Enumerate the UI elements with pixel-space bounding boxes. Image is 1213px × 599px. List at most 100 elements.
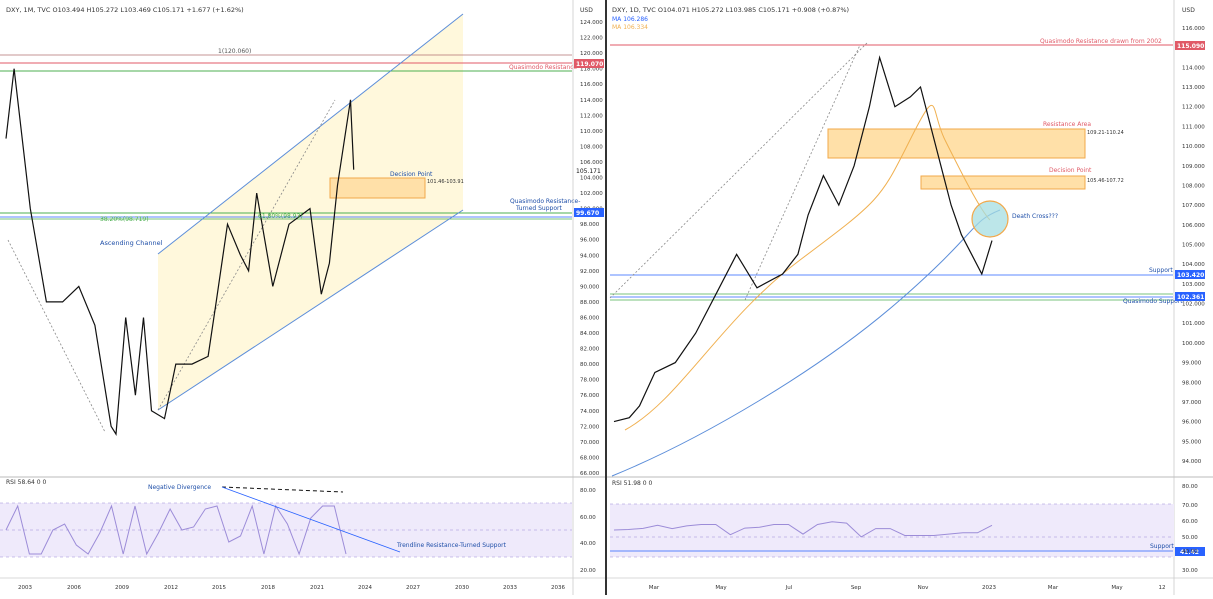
right-price-tick: 105.000 [1182, 243, 1205, 249]
right-decision-range-label: 105.46-107.72 [1087, 178, 1124, 184]
right-price-tick: 108.000 [1182, 183, 1205, 189]
left-price-tick: 120.000 [580, 51, 603, 57]
right-price-tick: 103.000 [1182, 282, 1205, 288]
right-rsi-badge-bg [1175, 547, 1205, 556]
dxy-daily-price-line [613, 55, 993, 423]
right-rsi-support-badge: 41.42 [1180, 549, 1199, 556]
left-rsi-tick: 80.00 [580, 488, 596, 494]
left-time-tick: 2018 [261, 585, 275, 591]
right-badge-qm-support-bg [1175, 292, 1205, 301]
left-price-tick: 86.000 [580, 315, 600, 321]
decision-point-zone [329, 177, 426, 199]
left-time-ticks: 2003 2006 2009 2012 2015 2018 2021 2024 2027 2030… [18, 585, 565, 591]
left-price-tick: 104.000 [580, 176, 603, 182]
right-time-tick: Sep [851, 585, 862, 591]
ma2-readout: MA 106.334 [612, 24, 648, 31]
right-time-tick: Nov [918, 585, 929, 591]
left-rsi-line [5, 504, 347, 556]
left-price-tick: 84.000 [580, 331, 600, 337]
left-price-tick: 66.000 [580, 471, 600, 477]
right-rsi-support-label: Support [1150, 543, 1174, 550]
left-price-tick: 118.000 [580, 67, 603, 73]
left-price-tick: 106.000 [580, 160, 603, 166]
right-price-ticks: 116.000115.000114.000113.000112.000111.0… [1182, 26, 1205, 465]
right-rsi-tick: 40.00 [1182, 549, 1198, 555]
left-chart-panel[interactable]: DXY, 1M, TVC O103.494 H105.272 L103.469 … [0, 0, 605, 595]
right-dotted-trend-2 [744, 44, 861, 301]
right-header: DXY, 1D, TVC O104.071 H105.272 L103.985 … [612, 6, 849, 14]
right-price-tick: 113.000 [1182, 85, 1205, 91]
left-badge-qm-resistance-bg [574, 59, 604, 68]
right-price-tick: 112.000 [1182, 105, 1205, 111]
left-price-tick: 70.000 [580, 440, 600, 446]
right-price-tick: 101.000 [1182, 321, 1205, 327]
left-price-tick: 98.000 [580, 222, 600, 228]
negative-divergence-line [221, 486, 344, 493]
right-badge-qm-resistance-bg [1175, 41, 1205, 50]
left-price-tick: 78.000 [580, 378, 600, 384]
left-price-tick: 82.000 [580, 347, 600, 353]
qm-support-label-line2: Turned Support [515, 205, 562, 212]
right-rsi-tick: 80.00 [1182, 484, 1198, 490]
left-badge-support-bg [574, 208, 604, 217]
qm-support-label-line1: Quasimodo Resistance- [510, 198, 580, 205]
right-price-tick: 111.000 [1182, 124, 1205, 130]
left-time-tick: 2015 [212, 585, 226, 591]
left-price-tick: 72.000 [580, 424, 600, 430]
left-price-tick: 96.000 [580, 238, 600, 244]
right-time-tick: Mar [649, 585, 660, 591]
right-rsi-tick: 70.00 [1182, 503, 1198, 509]
left-rsi-tick: 20.00 [580, 568, 596, 574]
left-price-tick: 68.000 [580, 455, 600, 461]
right-price-tick: 99.000 [1182, 361, 1202, 367]
right-badge-qm-resistance: 115.090 [1177, 43, 1204, 50]
right-price-tick: 95.000 [1182, 439, 1202, 445]
right-rsi-ticks: 80.00 70.00 60.00 50.00 40.00 30.00 [1182, 484, 1198, 574]
right-rsi-tick: 30.00 [1182, 568, 1198, 574]
left-badge-last-bg [574, 166, 604, 175]
left-time-tick: 2003 [18, 585, 32, 591]
right-price-tick: 97.000 [1182, 400, 1202, 406]
left-price-tick: 92.000 [580, 269, 600, 275]
ma-50-line [624, 104, 991, 431]
right-time-tick: May [1111, 585, 1123, 591]
right-badge-qm-support: 102.361 [1177, 294, 1204, 301]
left-badge-last-price: 105.171 [576, 168, 601, 175]
right-chart-panel[interactable]: DXY, 1D, TVC O104.071 H105.272 L103.985 … [607, 0, 1213, 595]
left-price-tick: 110.000 [580, 129, 603, 135]
left-price-tick: 94.000 [580, 253, 600, 259]
decision-point-label: Decision Point [390, 171, 433, 178]
left-price-tick: 80.000 [580, 362, 600, 368]
right-rsi-band [610, 504, 1174, 557]
left-time-tick: 2033 [503, 585, 517, 591]
ma1-readout: MA 106.286 [612, 16, 648, 23]
left-time-tick: 2024 [358, 585, 372, 591]
death-cross-label: Death Cross??? [1012, 213, 1058, 220]
trendline-label: Trendline Resistance-Turned Support [396, 542, 507, 549]
right-decision-point-label: Decision Point [1049, 167, 1092, 174]
right-price-tick: 94.000 [1182, 459, 1202, 465]
right-price-tick: 102.000 [1182, 302, 1205, 308]
left-price-tick: 88.000 [580, 300, 600, 306]
right-rsi-header: RSI 51.98 0 0 [612, 480, 652, 487]
left-badge-qm-resistance: 119.070 [576, 61, 603, 68]
right-price-tick: 110.000 [1182, 144, 1205, 150]
dotted-trend-2 [157, 99, 336, 411]
left-price-tick: 122.000 [580, 36, 603, 42]
right-rsi-line [613, 521, 993, 538]
right-badge-support-bg [1175, 270, 1205, 279]
resistance-area-zone [827, 128, 1086, 159]
resistance-area-label: Resistance Area [1043, 121, 1091, 128]
right-price-tick: 104.000 [1182, 262, 1205, 268]
left-rsi-tick: 40.00 [580, 541, 596, 547]
trendline-resistance-line [221, 486, 401, 553]
right-price-tick: 106.000 [1182, 223, 1205, 229]
left-price-tick: 112.000 [580, 113, 603, 119]
left-rsi-tick: 60.00 [580, 515, 596, 521]
left-price-tick: 74.000 [580, 409, 600, 415]
left-time-tick: 2009 [115, 585, 129, 591]
right-rsi-tick: 60.00 [1182, 519, 1198, 525]
right-rsi-tick: 50.00 [1182, 535, 1198, 541]
left-time-tick: 2012 [164, 585, 178, 591]
